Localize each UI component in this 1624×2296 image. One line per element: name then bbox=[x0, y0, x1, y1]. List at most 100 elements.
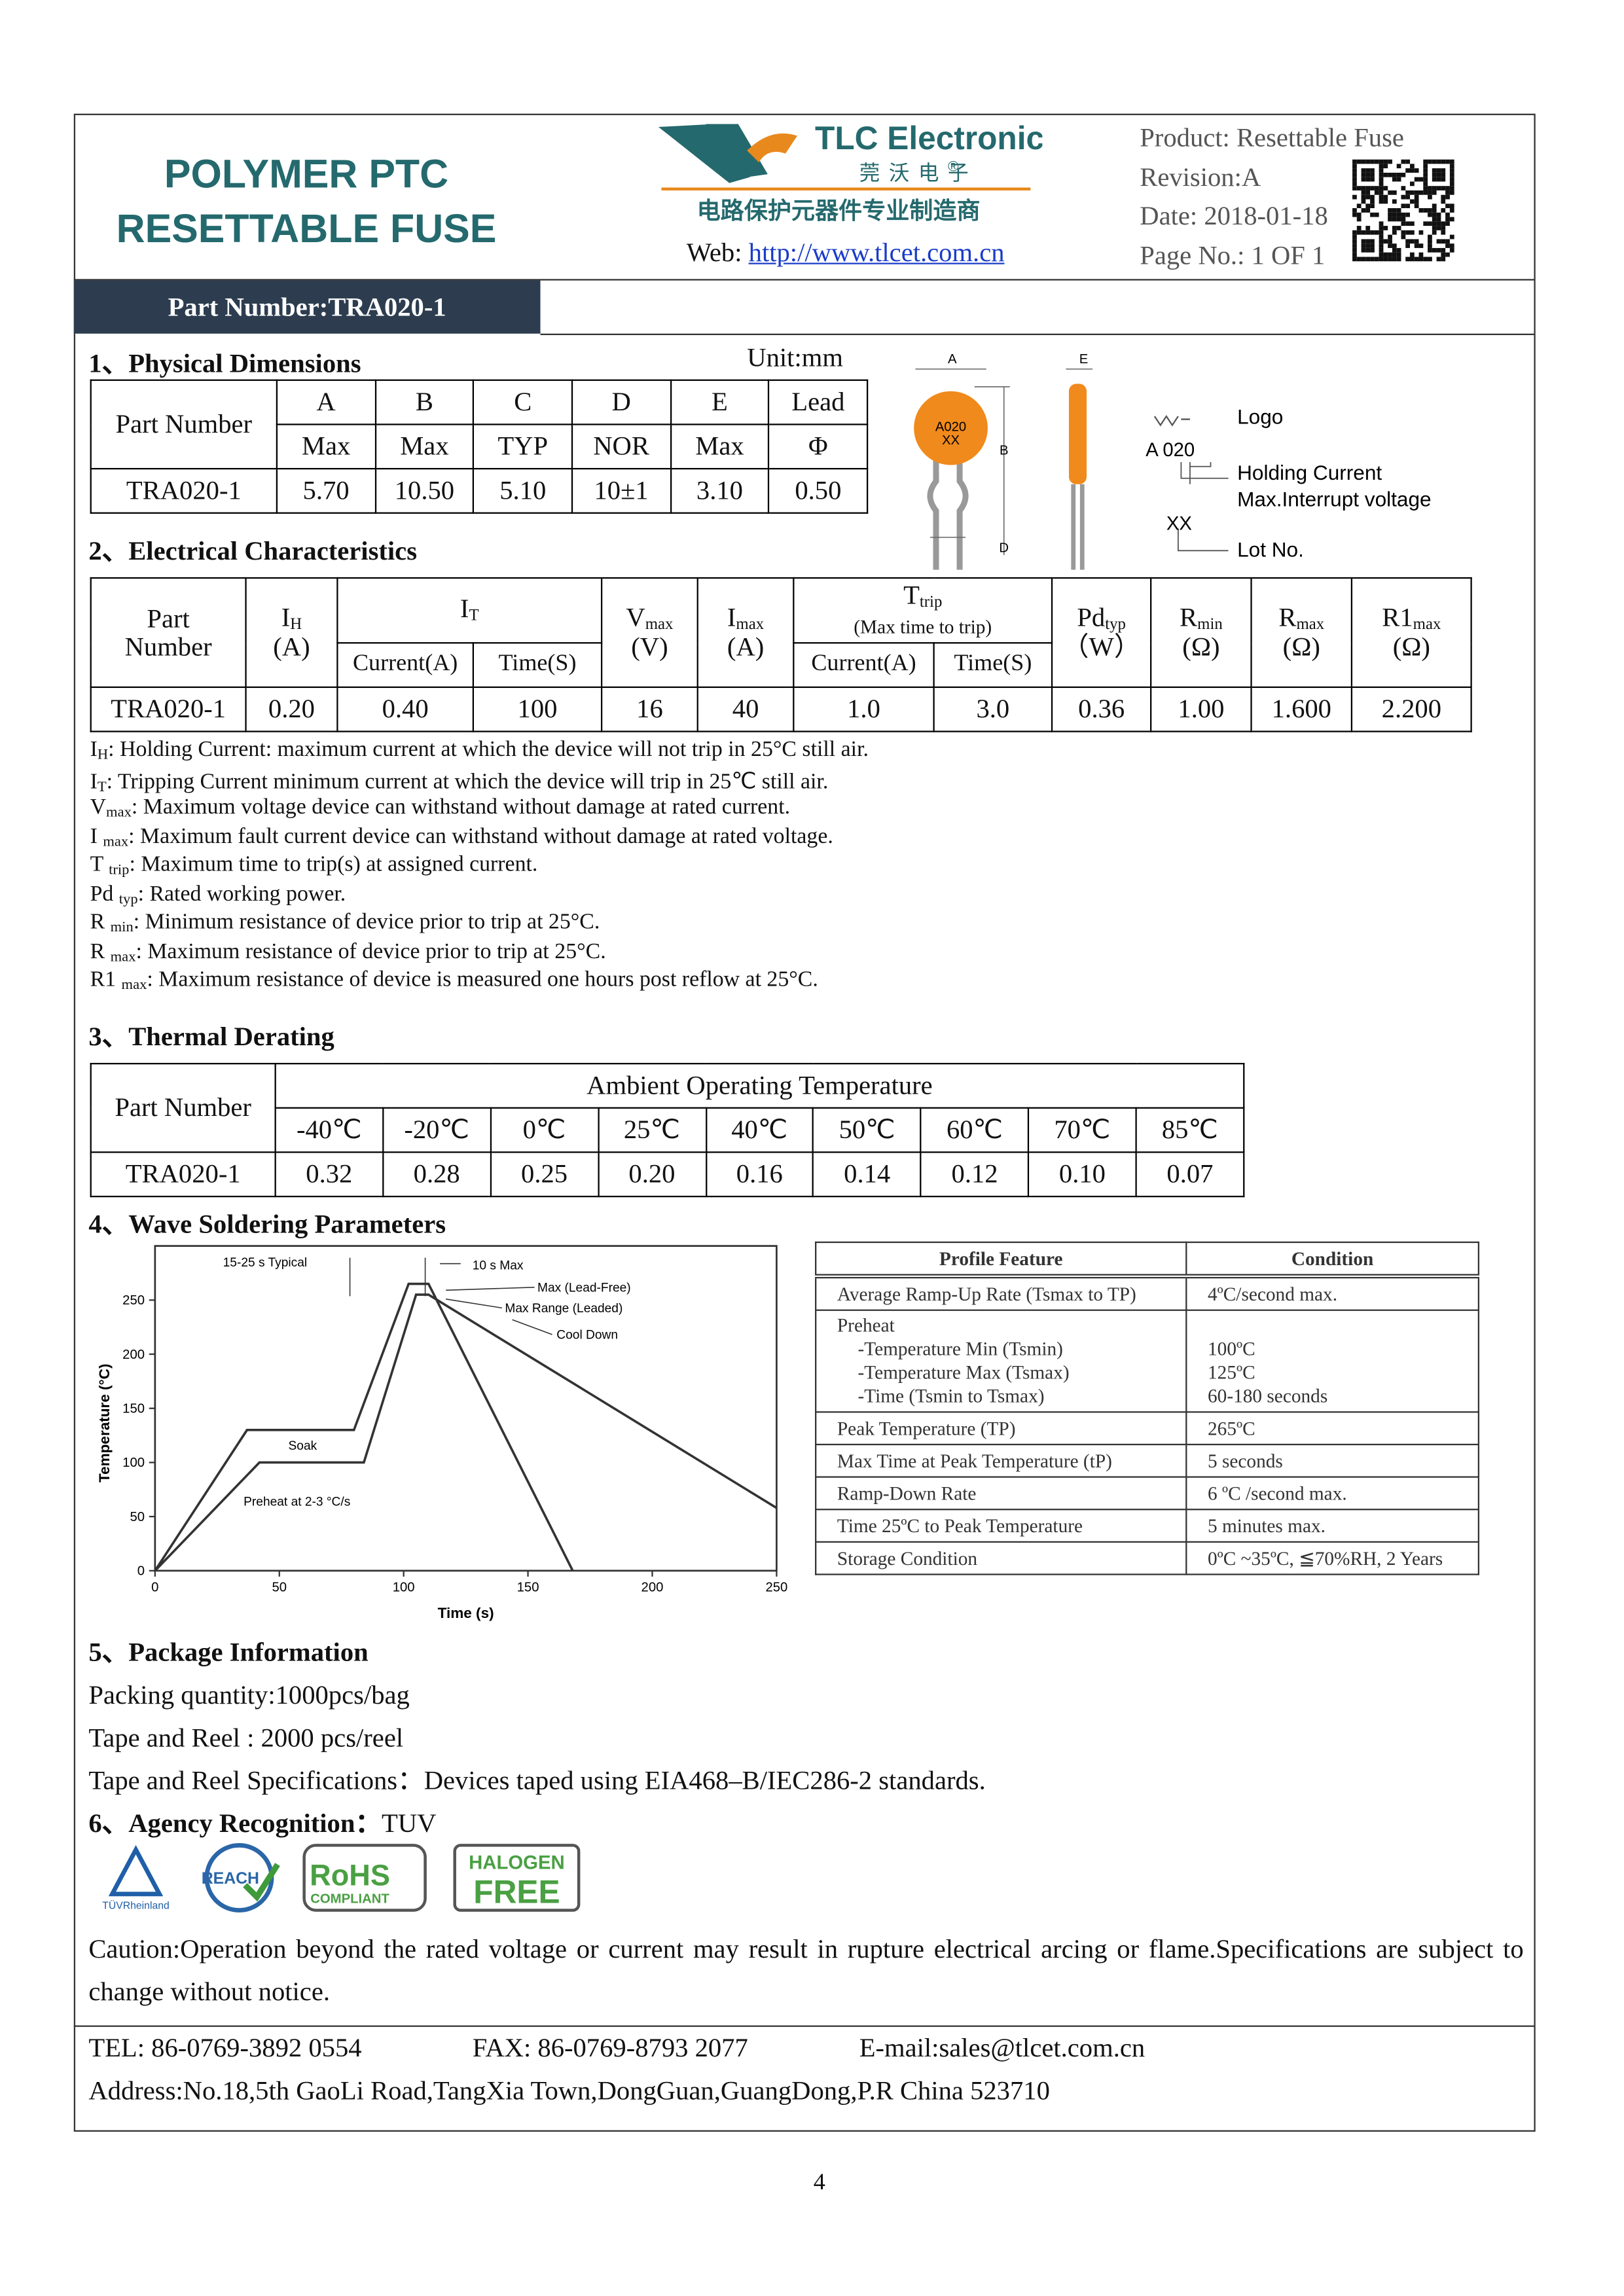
qr-module bbox=[1361, 257, 1366, 262]
qr-module bbox=[1396, 172, 1401, 177]
qr-module bbox=[1396, 177, 1401, 182]
qr-module bbox=[1449, 190, 1454, 195]
qr-module bbox=[1405, 204, 1411, 209]
header-cell: IH (A) bbox=[245, 577, 338, 689]
qr-module bbox=[1370, 247, 1375, 253]
subscript: trip bbox=[919, 593, 943, 611]
table-row: Max Time at Peak Temperature (tP) 5 secon… bbox=[815, 1443, 1480, 1478]
feature-line: Ramp-Down Rate bbox=[837, 1481, 977, 1504]
y-tick-label: 50 bbox=[130, 1510, 145, 1524]
feature-line: Storage Condition bbox=[837, 1546, 978, 1569]
qr-module bbox=[1370, 159, 1375, 164]
note-text: : Maximum time to trip(s) at assigned cu… bbox=[129, 853, 538, 877]
qr-module bbox=[1383, 199, 1388, 204]
qr-module bbox=[1414, 168, 1419, 173]
x-tick-label: 100 bbox=[393, 1580, 415, 1594]
qr-module bbox=[1432, 221, 1437, 226]
header-cell: Time(S) bbox=[933, 642, 1053, 689]
symbol: R bbox=[1180, 601, 1198, 632]
package-line: Packing quantity:1000pcs/bag bbox=[88, 1679, 410, 1710]
qr-module bbox=[1401, 186, 1406, 190]
section-heading: 6、Agency Recognition： bbox=[88, 1808, 382, 1839]
qr-module bbox=[1428, 234, 1432, 240]
qr-module bbox=[1441, 168, 1446, 173]
qr-module bbox=[1388, 172, 1392, 177]
symbol: V bbox=[90, 795, 107, 819]
subscript: max bbox=[736, 615, 765, 634]
qr-module bbox=[1414, 194, 1419, 200]
qr-module bbox=[1401, 234, 1406, 240]
cell: 10.50 bbox=[374, 467, 475, 514]
section-heading: 5、Package Information bbox=[88, 1637, 369, 1667]
qr-module bbox=[1401, 221, 1406, 226]
qr-module bbox=[1370, 186, 1375, 190]
qr-module bbox=[1445, 221, 1450, 226]
condition-cell: 6 ºC /second max. bbox=[1185, 1476, 1480, 1511]
qr-module bbox=[1436, 177, 1441, 182]
cell: 1.600 bbox=[1250, 686, 1353, 732]
qr-module bbox=[1432, 217, 1437, 222]
header-cell: Φ bbox=[768, 423, 869, 470]
qr-module bbox=[1392, 199, 1397, 204]
table-row: Ramp-Down Rate 6 ºC /second max. bbox=[815, 1476, 1480, 1511]
frame bbox=[73, 113, 1536, 2132]
qr-module bbox=[1423, 257, 1428, 262]
qr-module bbox=[1352, 257, 1357, 262]
web-link[interactable]: http://www.tlcet.com.cn bbox=[748, 238, 1005, 268]
qr-module bbox=[1432, 190, 1437, 195]
qr-module bbox=[1361, 199, 1366, 204]
symbol: R bbox=[1278, 601, 1297, 632]
note-text: : Maximum fault current device can withs… bbox=[128, 824, 833, 848]
cell: 0.07 bbox=[1135, 1151, 1245, 1198]
x-tick-label: 50 bbox=[272, 1580, 287, 1594]
condition-cell: 0ºC ~35ºC, ≦70%RH, 2 Years bbox=[1185, 1541, 1480, 1575]
symbol: V bbox=[626, 601, 645, 632]
qr-module bbox=[1436, 247, 1441, 253]
qr-module bbox=[1449, 168, 1454, 173]
qr-module bbox=[1441, 252, 1446, 257]
qr-module bbox=[1449, 234, 1454, 240]
subscript: H bbox=[290, 615, 302, 634]
qr-module bbox=[1449, 181, 1454, 187]
qr-module bbox=[1361, 159, 1366, 164]
qr-module bbox=[1370, 194, 1375, 200]
side-body bbox=[1068, 384, 1087, 484]
annotation-arrows bbox=[349, 1257, 552, 1335]
code: A 020 bbox=[1146, 439, 1195, 461]
x-tick-label: 200 bbox=[641, 1580, 664, 1594]
table-row: Current(A) Time(S) Current(A) Time(S) bbox=[91, 642, 1471, 689]
qr-module bbox=[1383, 186, 1388, 190]
product: Product: Resettable Fuse bbox=[1140, 122, 1404, 152]
section-heading: 2、Electrical Characteristics bbox=[88, 535, 418, 565]
qr-module bbox=[1396, 257, 1401, 262]
y-tick-label: 150 bbox=[122, 1402, 145, 1416]
halogen-logo bbox=[453, 1844, 581, 1912]
table-row: TRA020-1 5.70 10.50 5.10 10±1 3.10 0.50 bbox=[90, 467, 869, 514]
qr-module bbox=[1392, 172, 1397, 177]
header-cell: E bbox=[670, 379, 770, 425]
qr-module bbox=[1428, 208, 1432, 213]
header-cell: Part Number bbox=[90, 1062, 276, 1153]
qr-module bbox=[1410, 190, 1415, 195]
lot-code: XX bbox=[1166, 513, 1192, 535]
note-text: : Rated working power. bbox=[137, 882, 346, 906]
qr-module bbox=[1352, 243, 1357, 248]
qr-module bbox=[1365, 194, 1371, 200]
header-cell: Ambient Operating Temperature bbox=[274, 1062, 1245, 1109]
note: IH: Holding Current: maximum current at … bbox=[90, 738, 869, 767]
annotation: 10 s Max bbox=[473, 1259, 524, 1273]
qr-module bbox=[1418, 252, 1424, 257]
logo-text: FREE bbox=[473, 1873, 560, 1910]
cell: 0.40 bbox=[336, 686, 475, 732]
qr-module bbox=[1423, 181, 1428, 187]
condition-cell: 4ºC/second max. bbox=[1185, 1275, 1480, 1311]
annotation: Preheat at 2-3 °C/s bbox=[244, 1496, 350, 1509]
cell: 16 bbox=[601, 686, 698, 732]
note: Vmax: Maximum voltage device can withsta… bbox=[90, 796, 869, 825]
qr-module bbox=[1374, 212, 1379, 217]
qr-module bbox=[1436, 159, 1441, 164]
profile-table: Profile Feature Condition Average Ramp-Up … bbox=[815, 1241, 1480, 1575]
qr-module bbox=[1418, 257, 1424, 262]
fax: FAX: 86-0769-8793 2077 bbox=[472, 2032, 748, 2062]
qr-module bbox=[1388, 212, 1392, 217]
